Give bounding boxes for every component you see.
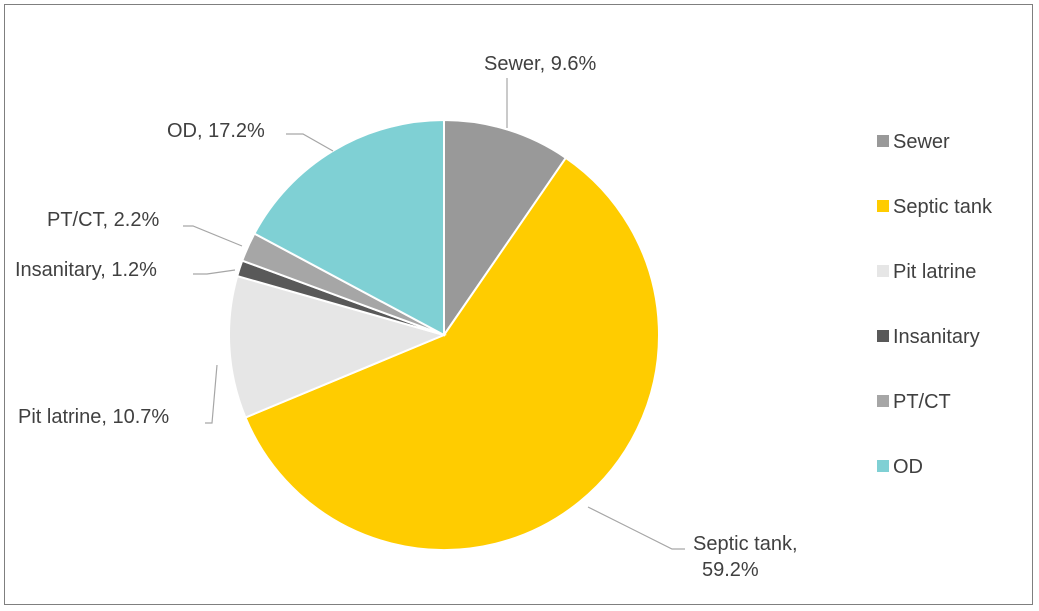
- legend-swatch-sewer: [877, 135, 889, 147]
- leader-line-pit-latrine: [205, 364, 218, 424]
- legend-item-od: OD: [877, 456, 923, 478]
- legend-label-sewer: Sewer: [893, 131, 950, 153]
- legend-label-septic-tank: Septic tank: [893, 196, 993, 218]
- legend-swatch-pt-ct: [877, 395, 889, 407]
- data-label-pt-ct: PT/CT, 2.2%: [47, 209, 159, 231]
- data-label-septic-tank: Septic tank, 59.2%: [693, 533, 798, 581]
- legend-label-pit-latrine: Pit latrine: [893, 261, 976, 283]
- legend-swatch-septic-tank: [877, 200, 889, 212]
- legend-item-septic-tank: Septic tank: [877, 196, 993, 218]
- data-label-sewer: Sewer, 9.6%: [484, 53, 597, 75]
- slice-od: [253, 118, 445, 337]
- legend-swatch-pit-latrine: [877, 265, 889, 277]
- legend-label-insanitary: Insanitary: [893, 326, 980, 348]
- legend-item-pt-ct: PT/CT: [877, 391, 951, 413]
- slice-sewer: [443, 118, 568, 339]
- leader-line-pt-ct: [183, 225, 243, 247]
- legend-item-pit-latrine: Pit latrine: [877, 261, 976, 283]
- leader-line-septic-tank: [587, 506, 685, 550]
- leader-line-insanitary: [193, 269, 236, 275]
- data-label-od: OD, 17.2%: [167, 120, 265, 142]
- legend-swatch-od: [877, 460, 889, 472]
- leader-lines: [183, 78, 685, 550]
- data-labels: Sewer, 9.6% Septic tank, 59.2% Pit latrine,…: [15, 53, 798, 581]
- pie-slices: [228, 118, 660, 551]
- slice-pit-latrine: [228, 274, 448, 419]
- slice-septic-tank: [244, 156, 660, 551]
- leader-line-od: [286, 133, 334, 152]
- legend-swatch-insanitary: [877, 330, 889, 342]
- legend: Sewer Septic tank Pit latrine Insanitary PT/…: [877, 131, 993, 478]
- legend-label-od: OD: [893, 456, 923, 478]
- data-label-insanitary: Insanitary, 1.2%: [15, 259, 157, 281]
- legend-item-insanitary: Insanitary: [877, 326, 980, 348]
- legend-label-pt-ct: PT/CT: [893, 391, 951, 413]
- data-label-pit-latrine: Pit latrine, 10.7%: [18, 406, 169, 428]
- legend-item-sewer: Sewer: [877, 131, 950, 153]
